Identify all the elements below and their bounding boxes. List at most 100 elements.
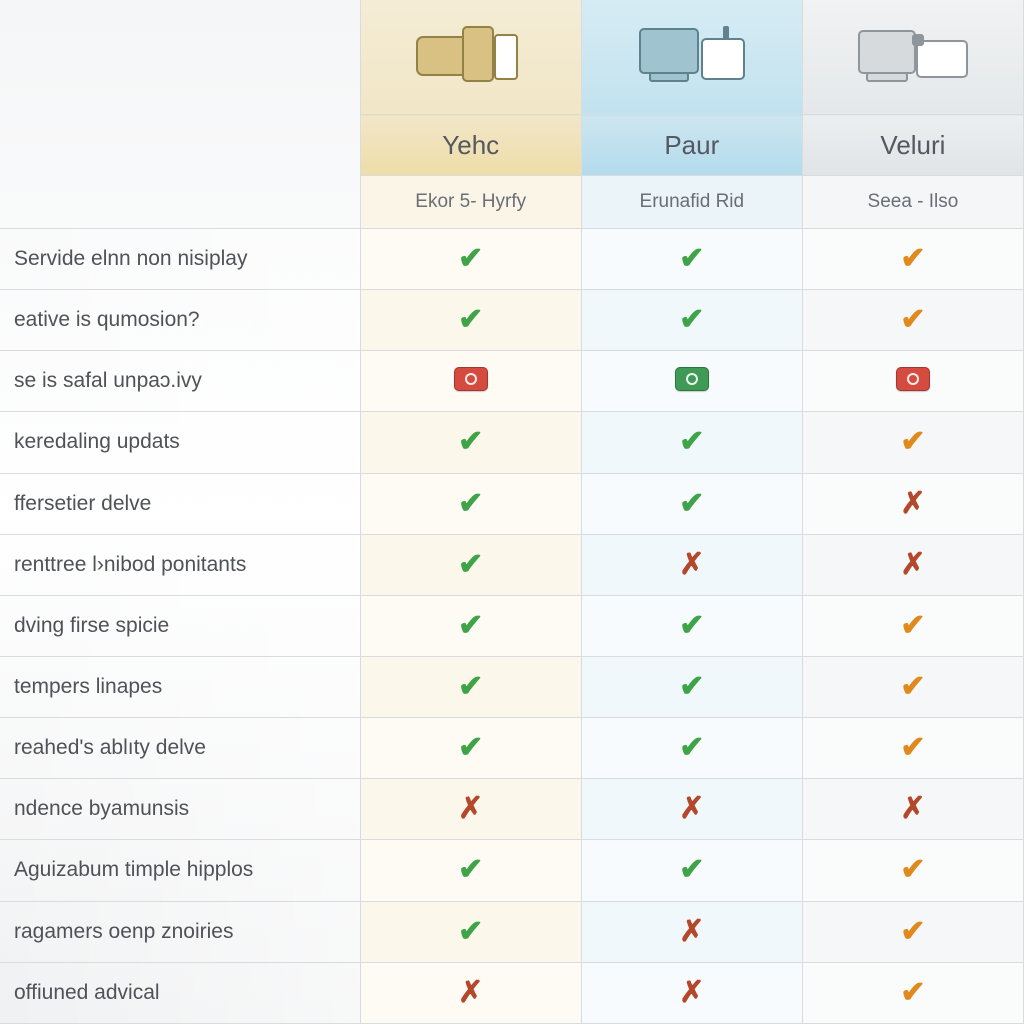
feature-cell: ✔ — [802, 840, 1023, 901]
feature-label: ffersetier delve — [0, 473, 360, 534]
column-icon — [581, 0, 802, 115]
column-subtitle: Erunafid Rid — [581, 176, 802, 229]
check-icon: ✔ — [900, 917, 925, 947]
comparison-table: YehcPaurVeluriEkor 5- HyrfyErunafid RidS… — [0, 0, 1024, 1024]
check-icon: ✔ — [458, 427, 483, 457]
feature-label: tempers linapes — [0, 656, 360, 717]
feature-cell: ✗ — [581, 962, 802, 1023]
status-badge-icon — [454, 367, 488, 391]
check-icon: ✔ — [679, 427, 704, 457]
feature-cell: ✔ — [802, 901, 1023, 962]
feature-cell: ✔ — [360, 595, 581, 656]
header-spacer — [0, 115, 360, 176]
feature-cell: ✔ — [581, 718, 802, 779]
feature-cell: ✔ — [581, 595, 802, 656]
check-icon: ✔ — [679, 244, 704, 274]
check-icon: ✔ — [900, 427, 925, 457]
x-icon: ✗ — [679, 917, 704, 947]
feature-label: offiuned advical — [0, 962, 360, 1023]
feature-label: eative is qumosion? — [0, 290, 360, 351]
feature-cell — [581, 351, 802, 412]
feature-label: dving firse spicie — [0, 595, 360, 656]
column-subtitle: Ekor 5- Hyrfy — [360, 176, 581, 229]
feature-cell: ✔ — [360, 473, 581, 534]
column-title: Paur — [581, 115, 802, 176]
feature-cell: ✔ — [360, 901, 581, 962]
feature-label: renttree l›nibod ponitants — [0, 534, 360, 595]
feature-cell: ✔ — [581, 473, 802, 534]
x-icon: ✗ — [679, 978, 704, 1008]
feature-cell: ✔ — [360, 290, 581, 351]
feature-cell: ✗ — [360, 962, 581, 1023]
check-icon: ✔ — [458, 733, 483, 763]
check-icon: ✔ — [679, 611, 704, 641]
column-title: Veluri — [802, 115, 1023, 176]
feature-cell: ✔ — [802, 962, 1023, 1023]
feature-cell: ✔ — [360, 412, 581, 473]
column-title: Yehc — [360, 115, 581, 176]
check-icon: ✔ — [679, 672, 704, 702]
feature-label: keredaling updats — [0, 412, 360, 473]
column-icon — [360, 0, 581, 115]
check-icon: ✔ — [900, 672, 925, 702]
status-badge-icon — [675, 367, 709, 391]
check-icon: ✔ — [679, 489, 704, 519]
feature-cell — [360, 351, 581, 412]
feature-label: reahed's ablıty delve — [0, 718, 360, 779]
check-icon: ✔ — [458, 489, 483, 519]
check-icon: ✔ — [458, 305, 483, 335]
feature-cell: ✔ — [581, 290, 802, 351]
check-icon: ✔ — [458, 244, 483, 274]
x-icon: ✗ — [458, 794, 483, 824]
status-badge-icon — [896, 367, 930, 391]
x-icon: ✗ — [900, 550, 925, 580]
feature-cell: ✔ — [802, 229, 1023, 290]
feature-label: ndence byamunsis — [0, 779, 360, 840]
column-icon — [802, 0, 1023, 115]
feature-cell: ✗ — [802, 779, 1023, 840]
check-icon: ✔ — [679, 305, 704, 335]
x-icon: ✗ — [679, 794, 704, 824]
x-icon: ✗ — [900, 794, 925, 824]
check-icon: ✔ — [679, 733, 704, 763]
header-spacer — [0, 176, 360, 229]
check-icon: ✔ — [458, 855, 483, 885]
feature-label: se is safal unpaɔ.ivy — [0, 351, 360, 412]
feature-cell: ✔ — [581, 412, 802, 473]
check-icon: ✔ — [679, 855, 704, 885]
check-icon: ✔ — [458, 611, 483, 641]
feature-cell: ✔ — [360, 229, 581, 290]
x-icon: ✗ — [679, 550, 704, 580]
feature-cell: ✔ — [360, 534, 581, 595]
check-icon: ✔ — [900, 978, 925, 1008]
x-icon: ✗ — [900, 489, 925, 519]
feature-cell: ✔ — [802, 290, 1023, 351]
feature-cell: ✔ — [581, 656, 802, 717]
feature-cell: ✔ — [360, 840, 581, 901]
header-spacer — [0, 0, 360, 115]
feature-cell: ✔ — [581, 840, 802, 901]
check-icon: ✔ — [900, 855, 925, 885]
feature-cell: ✗ — [581, 534, 802, 595]
feature-label: Aguizabum timple hipplos — [0, 840, 360, 901]
check-icon: ✔ — [458, 672, 483, 702]
feature-cell: ✔ — [360, 718, 581, 779]
check-icon: ✔ — [458, 550, 483, 580]
check-icon: ✔ — [900, 611, 925, 641]
check-icon: ✔ — [900, 244, 925, 274]
feature-cell: ✗ — [581, 901, 802, 962]
feature-cell — [802, 351, 1023, 412]
check-icon: ✔ — [900, 733, 925, 763]
feature-cell: ✗ — [581, 779, 802, 840]
feature-cell: ✔ — [802, 656, 1023, 717]
feature-label: ragamers oenp znoiries — [0, 901, 360, 962]
feature-cell: ✔ — [802, 718, 1023, 779]
feature-label: Servide elnn non nisiplay — [0, 229, 360, 290]
feature-cell: ✔ — [360, 656, 581, 717]
x-icon: ✗ — [458, 978, 483, 1008]
check-icon: ✔ — [900, 305, 925, 335]
feature-cell: ✗ — [802, 473, 1023, 534]
column-subtitle: Seea - Ilso — [802, 176, 1023, 229]
check-icon: ✔ — [458, 917, 483, 947]
feature-cell: ✗ — [802, 534, 1023, 595]
